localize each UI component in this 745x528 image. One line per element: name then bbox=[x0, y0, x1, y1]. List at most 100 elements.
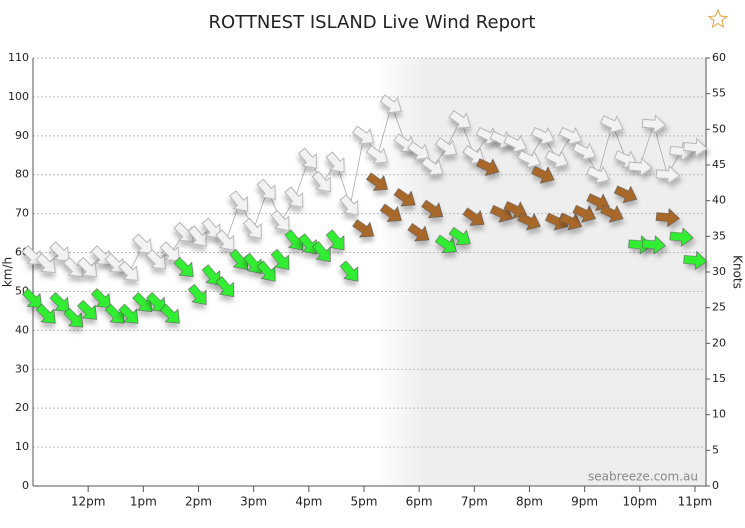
wind-arrow bbox=[325, 229, 345, 251]
wind-arrow bbox=[201, 264, 221, 286]
x-tick-label: 12pm bbox=[71, 495, 106, 509]
wind-arrow bbox=[146, 292, 166, 312]
wind-arrow bbox=[613, 185, 638, 204]
wind-arrow bbox=[159, 303, 180, 324]
y2-tick-label: 0 bbox=[712, 479, 719, 492]
wind-arrow bbox=[63, 307, 84, 328]
y-tick-label: 30 bbox=[15, 362, 29, 375]
gust-arrow bbox=[187, 225, 207, 247]
gust-arrow bbox=[118, 260, 139, 282]
gust-arrow bbox=[655, 164, 681, 185]
gust-arrow bbox=[434, 137, 458, 157]
wind-arrow bbox=[558, 212, 583, 231]
gust-arrow bbox=[270, 209, 290, 232]
wind-arrow bbox=[21, 288, 42, 309]
favourite-star[interactable] bbox=[707, 8, 729, 29]
gust-arrow bbox=[379, 94, 403, 114]
y-tick-label: 40 bbox=[15, 323, 29, 336]
gust-arrow bbox=[256, 178, 276, 201]
wind-arrow bbox=[173, 257, 194, 277]
gust-arrow bbox=[365, 144, 389, 164]
x-tick-label: 5pm bbox=[351, 495, 378, 509]
y2-tick-label: 35 bbox=[712, 229, 726, 242]
wind-arrow bbox=[352, 219, 375, 238]
gust-arrow bbox=[297, 147, 318, 169]
wind-arrow bbox=[104, 303, 125, 324]
wind-arrow bbox=[366, 172, 388, 191]
gust-arrow bbox=[229, 190, 249, 212]
gust-arrow bbox=[35, 252, 56, 274]
y-tick-label: 10 bbox=[15, 440, 29, 453]
y2-tick-label: 20 bbox=[712, 336, 726, 349]
x-tick-label: 7pm bbox=[461, 495, 488, 509]
gust-arrow bbox=[627, 156, 653, 178]
gust-arrow bbox=[503, 134, 528, 153]
wind-arrow bbox=[448, 226, 471, 246]
y2-axis-title: Knots bbox=[731, 255, 745, 289]
gust-arrow bbox=[145, 249, 167, 270]
night-shade bbox=[375, 58, 706, 486]
x-tick-label: 4pm bbox=[295, 495, 322, 509]
y-tick-label: 110 bbox=[8, 51, 29, 64]
gust-arrow bbox=[311, 170, 331, 193]
watermark: seabreeze.com.au bbox=[588, 470, 698, 484]
gust-arrow bbox=[530, 126, 555, 146]
gust-arrow bbox=[242, 217, 262, 239]
y-tick-label: 0 bbox=[22, 479, 29, 492]
wind-arrow bbox=[243, 252, 262, 274]
wind-arrow bbox=[118, 303, 139, 324]
wind-arrow bbox=[435, 234, 457, 254]
gust-arrow bbox=[544, 150, 569, 169]
wind-arrow bbox=[462, 207, 485, 226]
x-tick-label: 1pm bbox=[130, 495, 157, 509]
wind-arrow bbox=[90, 288, 111, 309]
gust-arrow bbox=[201, 217, 221, 239]
wind-arrow bbox=[531, 166, 555, 184]
wind-arrow bbox=[655, 207, 680, 228]
gust-arrow bbox=[325, 151, 345, 173]
y-tick-label: 70 bbox=[15, 207, 29, 220]
y2-tick-label: 15 bbox=[712, 372, 726, 385]
wind-arrow bbox=[393, 188, 416, 207]
gust-arrow bbox=[215, 229, 235, 251]
gust-arrow bbox=[284, 186, 304, 208]
wind-arrow bbox=[256, 260, 276, 282]
y-axis-title: km/h bbox=[1, 257, 15, 287]
y2-tick-label: 40 bbox=[712, 194, 726, 207]
wind-arrow bbox=[517, 212, 541, 231]
gust-arrow bbox=[599, 115, 624, 134]
y2-tick-label: 5 bbox=[712, 443, 719, 456]
gust-arrow bbox=[586, 165, 611, 185]
x-tick-label: 3pm bbox=[240, 495, 267, 509]
y2-tick-label: 60 bbox=[712, 51, 726, 64]
gust-arrow bbox=[351, 125, 375, 145]
x-tick-label: 8pm bbox=[516, 495, 543, 509]
wind-arrow bbox=[476, 158, 500, 176]
wind-arrow bbox=[339, 260, 359, 282]
y-tick-label: 90 bbox=[15, 129, 29, 142]
y-tick-label: 80 bbox=[15, 168, 29, 181]
y-tick-label: 100 bbox=[8, 90, 29, 103]
gust-arrow bbox=[63, 256, 84, 278]
wind-arrow bbox=[379, 203, 402, 222]
gust-arrow bbox=[683, 137, 708, 158]
y2-tick-label: 50 bbox=[712, 122, 726, 135]
gust-arrow bbox=[159, 241, 180, 262]
wind-arrow bbox=[270, 248, 290, 270]
gust-arrow bbox=[49, 241, 70, 262]
wind-arrow bbox=[572, 204, 596, 223]
y2-tick-label: 45 bbox=[712, 158, 726, 171]
gust-arrow bbox=[76, 256, 98, 278]
y-tick-label: 20 bbox=[15, 401, 29, 414]
x-tick-label: 6pm bbox=[406, 495, 433, 509]
x-tick-label: 2pm bbox=[185, 495, 212, 509]
wind-arrow bbox=[641, 235, 667, 255]
wind-arrow bbox=[407, 223, 430, 242]
wind-arrow bbox=[49, 292, 70, 312]
wind-arrow bbox=[683, 250, 708, 270]
gust-arrow bbox=[462, 144, 485, 164]
wind-arrow bbox=[312, 241, 331, 263]
x-tick-label: 11pm bbox=[678, 495, 713, 509]
